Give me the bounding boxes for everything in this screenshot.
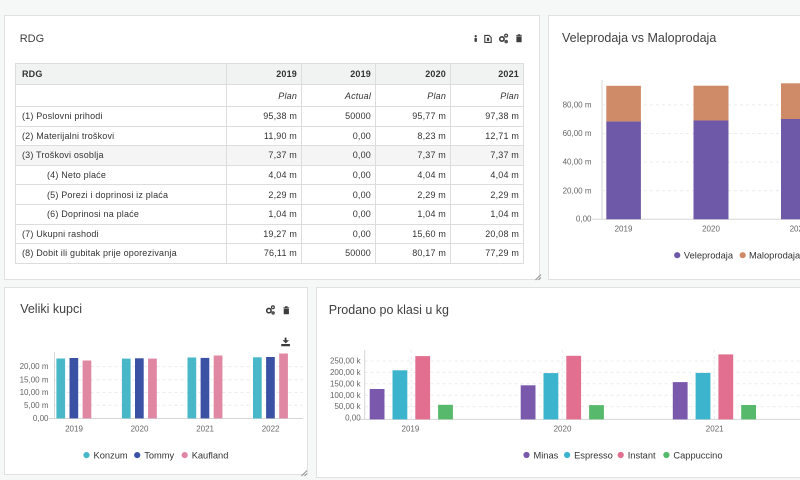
- svg-text:Maloprodaja: Maloprodaja: [749, 251, 800, 261]
- svg-text:10,00 m: 10,00 m: [20, 388, 49, 397]
- svg-text:Tommy: Tommy: [144, 451, 174, 461]
- svg-text:100,00 k: 100,00 k: [330, 391, 362, 400]
- svg-text:Instant: Instant: [628, 450, 656, 460]
- svg-text:150,00 k: 150,00 k: [330, 379, 362, 388]
- svg-text:2019: 2019: [615, 225, 633, 234]
- svg-text:200,00 k: 200,00 k: [330, 368, 362, 377]
- svg-text:Veleprodaja: Veleprodaja: [684, 251, 734, 261]
- svg-text:0,00: 0,00: [345, 414, 361, 423]
- svg-text:250,00 k: 250,00 k: [330, 357, 362, 366]
- svg-text:50,00 k: 50,00 k: [334, 402, 361, 411]
- svg-text:Minas: Minas: [534, 450, 559, 460]
- svg-text:15,00 m: 15,00 m: [20, 375, 49, 384]
- svg-text:Cappuccino: Cappuccino: [673, 450, 722, 460]
- svg-text:2020: 2020: [554, 424, 572, 433]
- svg-text:Kaufland: Kaufland: [192, 451, 229, 461]
- svg-text:2020: 2020: [702, 225, 720, 234]
- svg-text:20,00 m: 20,00 m: [563, 186, 592, 195]
- svg-text:2021: 2021: [706, 424, 724, 433]
- svg-text:0,00: 0,00: [576, 215, 592, 224]
- svg-text:80,00 m: 80,00 m: [563, 101, 592, 110]
- svg-text:2019: 2019: [65, 425, 83, 434]
- svg-text:5,00 m: 5,00 m: [24, 401, 49, 410]
- svg-text:2021: 2021: [790, 225, 800, 234]
- svg-text:2019: 2019: [402, 424, 420, 433]
- svg-text:20,00 m: 20,00 m: [20, 362, 49, 371]
- svg-text:0,00: 0,00: [33, 414, 49, 423]
- svg-text:Konzum: Konzum: [94, 451, 128, 461]
- svg-text:2022: 2022: [262, 425, 280, 434]
- svg-text:2020: 2020: [131, 425, 149, 434]
- svg-text:40,00 m: 40,00 m: [563, 158, 592, 167]
- svg-text:2021: 2021: [196, 425, 214, 434]
- svg-text:60,00 m: 60,00 m: [563, 129, 592, 138]
- svg-text:Espresso: Espresso: [574, 450, 613, 460]
